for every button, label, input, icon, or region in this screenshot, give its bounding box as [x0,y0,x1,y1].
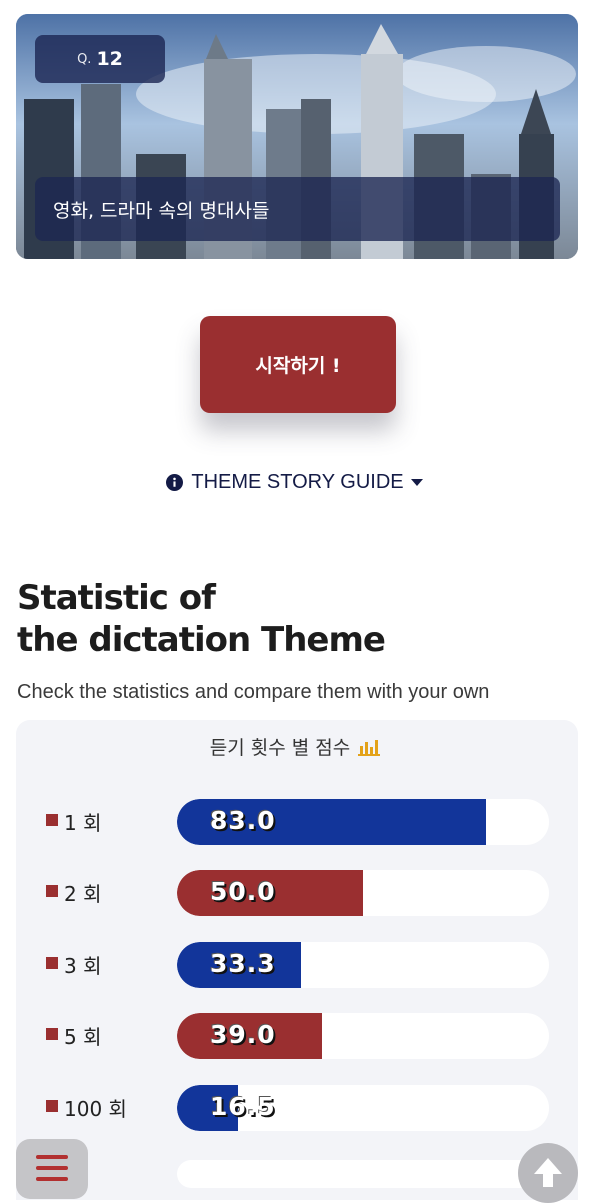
row-marker-icon [46,814,58,826]
score-bar-fill [177,799,486,845]
score-row: 3 회 33.3 [0,942,590,988]
row-label: 100 회 [64,1097,127,1121]
row-marker-icon [46,885,58,897]
row-marker-icon [46,1028,58,1040]
arrow-up-icon [534,1157,562,1187]
panel-title-text: 듣기 횟수 별 점수 [209,737,351,759]
theme-caption: 영화, 드라마 속의 명대사들 [35,177,560,241]
statistics-title-line2: the dictation Theme [17,620,386,660]
question-prefix: Q. [77,51,92,67]
scroll-to-top-button[interactable] [518,1143,578,1203]
row-marker-icon [46,1100,58,1112]
score-bar-track: 50.0 [177,870,549,916]
row-marker-icon [46,957,58,969]
question-number: 12 [96,48,123,70]
row-label: 1 회 [64,811,102,835]
score-row: 1 회 83.0 [0,799,590,845]
score-bar-fill [177,870,363,916]
score-value: 83.0 [210,806,276,835]
statistics-title: Statistic of the dictation Theme [17,577,386,661]
statistics-title-line1: Statistic of [17,578,216,618]
score-value: 16.5 [210,1092,276,1121]
score-value: 50.0 [210,877,276,906]
score-row: 5 회 39.0 [0,1013,590,1059]
score-bar-track: 33.3 [177,942,549,988]
bar-chart-icon [358,739,381,756]
score-bar-fill [177,1085,238,1131]
score-bar-fill [177,942,301,988]
score-bar-fill [177,1013,322,1059]
score-value: 39.0 [210,1020,276,1049]
statistics-subtitle: Check the statistics and compare them wi… [17,681,490,703]
row-label: 2 회 [64,882,102,906]
next-row-track [177,1160,549,1188]
score-row: 2 회 50.0 [0,870,590,916]
hamburger-menu-icon [36,1154,68,1181]
question-number-badge: Q. 12 [35,35,165,83]
score-row: 100 회 16.5 [0,1085,590,1131]
score-bar-track: 83.0 [177,799,549,845]
caret-down-icon [410,479,423,486]
theme-hero-card[interactable]: Q. 12 영화, 드라마 속의 명대사들 [16,14,578,259]
info-circle-icon [166,473,184,491]
theme-story-guide-toggle[interactable]: THEME STORY GUIDE [0,465,590,499]
row-label: 5 회 [64,1025,102,1049]
score-bar-track: 39.0 [177,1013,549,1059]
start-button[interactable]: 시작하기 ! [200,316,396,413]
row-label: 3 회 [64,954,102,978]
score-bar-track: 16.5 [177,1085,549,1131]
guide-label: THEME STORY GUIDE [191,470,404,493]
score-value: 33.3 [210,949,276,978]
menu-button[interactable] [16,1139,88,1199]
panel-title: 듣기 횟수 별 점수 [0,733,590,760]
